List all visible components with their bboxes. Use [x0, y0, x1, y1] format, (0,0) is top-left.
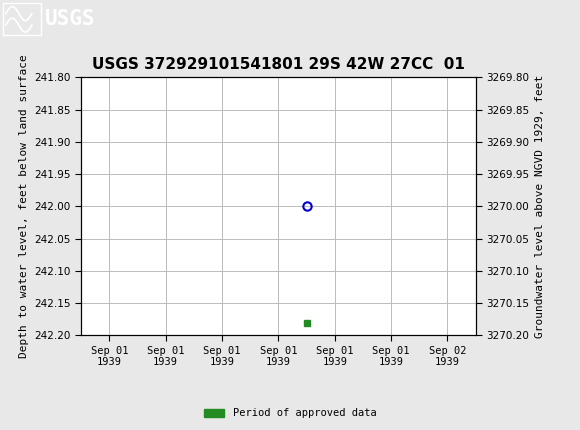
Text: USGS: USGS: [45, 9, 96, 29]
Legend: Period of approved data: Period of approved data: [200, 404, 380, 423]
Title: USGS 372929101541801 29S 42W 27CC  01: USGS 372929101541801 29S 42W 27CC 01: [92, 57, 465, 72]
Y-axis label: Depth to water level, feet below land surface: Depth to water level, feet below land su…: [19, 55, 29, 358]
Y-axis label: Groundwater level above NGVD 1929, feet: Groundwater level above NGVD 1929, feet: [535, 75, 545, 338]
Bar: [3, 3, 41, 35]
